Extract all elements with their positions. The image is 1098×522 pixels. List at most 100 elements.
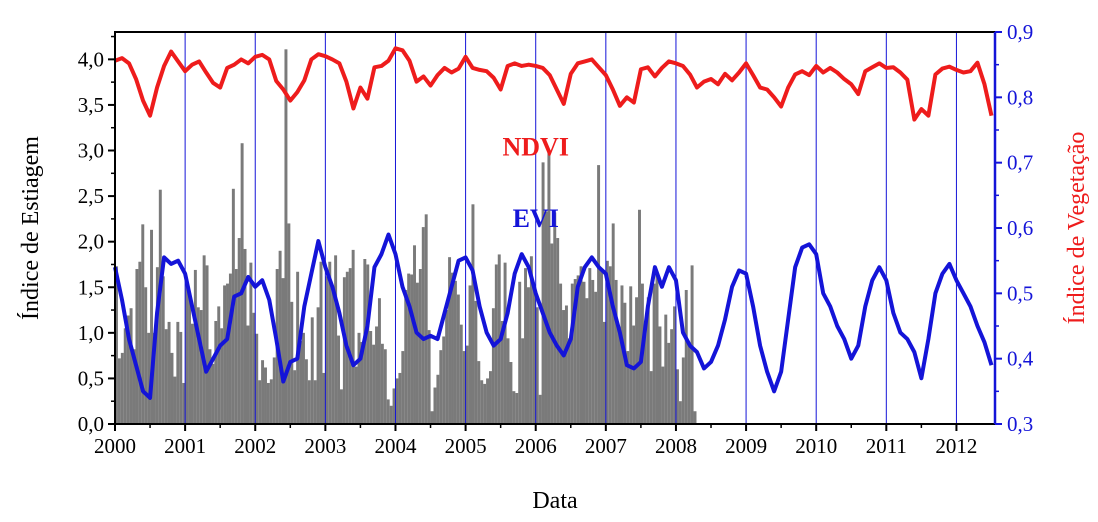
drought-bar xyxy=(366,264,370,424)
drought-bar xyxy=(597,165,601,424)
drought-bar xyxy=(471,204,475,424)
drought-bar xyxy=(693,411,697,424)
drought-bar xyxy=(468,285,472,424)
drought-bar xyxy=(430,411,434,424)
drought-bar xyxy=(594,291,598,424)
drought-bar xyxy=(123,328,127,424)
drought-bar xyxy=(553,212,557,424)
y-right-tick-label: 0,7 xyxy=(1007,151,1033,175)
y-left-tick-label: 4,0 xyxy=(78,47,104,71)
drought-bar xyxy=(249,262,253,424)
drought-bar xyxy=(155,267,159,424)
drought-bar xyxy=(684,289,688,424)
drought-bar xyxy=(266,382,270,424)
drought-bar xyxy=(193,269,197,424)
drought-bar xyxy=(424,214,428,424)
drought-bar xyxy=(252,312,256,424)
drought-bar xyxy=(448,257,452,424)
drought-bar xyxy=(518,281,522,424)
drought-bar xyxy=(261,360,265,424)
drought-bar xyxy=(132,349,136,424)
drought-bar xyxy=(129,308,133,424)
drought-bar xyxy=(521,338,525,424)
drought-bar xyxy=(573,279,577,424)
drought-bar xyxy=(398,372,402,424)
drought-bar xyxy=(386,399,390,424)
drought-bar xyxy=(228,273,232,424)
drought-bar xyxy=(646,297,650,424)
drought-bar xyxy=(150,229,154,424)
drought-bar xyxy=(220,328,224,424)
drought-bar xyxy=(322,372,326,424)
drought-bar xyxy=(234,269,238,424)
drought-bar xyxy=(629,286,633,424)
drought-bar xyxy=(410,274,414,424)
drought-bar xyxy=(202,255,206,424)
drought-bar xyxy=(211,363,215,424)
y-axis-right: 0,3 0,4 0,5 0,6 0,7 0,8 0,9 xyxy=(995,20,1034,436)
drought-bar xyxy=(117,358,121,424)
drought-bar xyxy=(427,330,431,424)
y-axis-left: 0,0 0,5 1,0 1,5 2,0 2,5 3,0 3,5 4,0 xyxy=(78,35,115,436)
drought-bar xyxy=(445,310,449,424)
drought-bar xyxy=(135,269,139,424)
drought-bar xyxy=(465,345,469,424)
drought-bar xyxy=(538,394,542,424)
drought-bar xyxy=(152,332,156,424)
drought-bar xyxy=(567,338,571,424)
y-left-tick-label: 3,0 xyxy=(78,139,104,163)
drought-bar xyxy=(421,227,425,424)
drought-bar xyxy=(214,320,218,424)
drought-bar xyxy=(564,305,568,424)
drought-bar xyxy=(304,359,308,424)
drought-bar xyxy=(199,310,203,424)
drought-bar xyxy=(264,367,267,424)
x-tick-label: 2004 xyxy=(374,434,417,458)
drought-bar xyxy=(334,255,338,424)
drought-bars xyxy=(115,49,697,425)
drought-bar xyxy=(164,329,168,424)
y-right-tick-label: 0,8 xyxy=(1007,85,1033,109)
drought-bar xyxy=(532,289,536,424)
drought-bar xyxy=(436,374,440,424)
drought-bar xyxy=(138,261,142,424)
drought-bar xyxy=(372,344,376,424)
series-annotations: NDVI EVI xyxy=(502,132,568,233)
drought-bar xyxy=(562,310,565,424)
drought-bar xyxy=(608,266,612,424)
drought-bar xyxy=(591,279,595,424)
drought-bar xyxy=(223,285,227,424)
drought-bar xyxy=(620,285,624,424)
drought-bar xyxy=(240,143,244,424)
drought-bar xyxy=(556,238,560,424)
y-right-tick-label: 0,6 xyxy=(1007,216,1033,240)
drought-bar xyxy=(617,330,621,424)
drought-bar xyxy=(500,320,504,424)
drought-bar xyxy=(459,324,463,424)
drought-bar xyxy=(433,387,437,424)
drought-bar xyxy=(418,269,422,424)
drought-bar xyxy=(226,283,229,424)
drought-bar xyxy=(246,325,250,424)
drought-bar xyxy=(439,350,443,424)
drought-bar xyxy=(120,352,124,424)
drought-bar xyxy=(188,296,191,424)
drought-bar xyxy=(144,287,148,424)
drought-bar xyxy=(179,331,183,424)
drought-bar xyxy=(474,300,478,424)
drought-bar xyxy=(535,307,539,424)
drought-bar xyxy=(167,321,171,424)
drought-bar xyxy=(316,307,320,424)
drought-bar xyxy=(664,314,668,424)
drought-bar xyxy=(272,357,276,424)
drought-bar xyxy=(217,306,221,424)
drought-bar xyxy=(503,262,507,424)
drought-bar xyxy=(676,369,679,424)
drought-bar xyxy=(611,223,615,424)
drought-bar xyxy=(395,378,399,424)
x-tick-label: 2001 xyxy=(164,434,206,458)
drought-bar xyxy=(626,351,630,424)
drought-bar xyxy=(351,249,355,424)
drought-bar xyxy=(442,336,446,424)
